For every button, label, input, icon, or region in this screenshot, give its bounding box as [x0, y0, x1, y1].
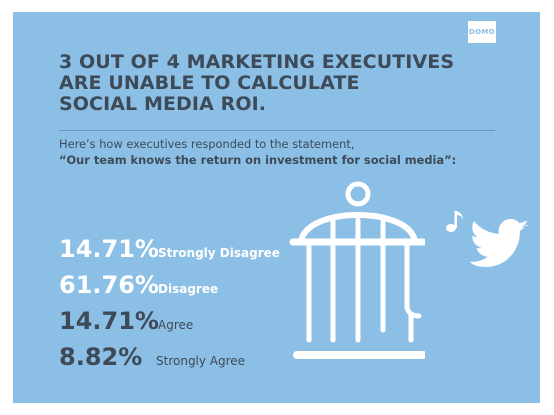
intro-text: Here’s how executives responded to the s…: [59, 136, 499, 168]
intro-line-1: Here’s how executives responded to the s…: [59, 137, 355, 151]
headline-line-3: SOCIAL MEDIA ROI.: [59, 93, 267, 115]
stat-label: Strongly Disagree: [158, 246, 280, 260]
infographic-panel: DOMO 3 OUT OF 4 MARKETING EXECUTIVES ARE…: [13, 12, 540, 403]
birdcage-icon: [289, 181, 425, 359]
twitter-bird-icon: [469, 219, 529, 267]
stat-row-strongly-agree: 8.82% Strongly Agree: [59, 340, 299, 376]
headline: 3 OUT OF 4 MARKETING EXECUTIVES ARE UNAB…: [59, 52, 489, 115]
divider-line: [59, 130, 495, 131]
intro-statement: “Our team knows the return on investment…: [59, 153, 457, 167]
stat-label: Agree: [158, 318, 194, 332]
headline-line-1: 3 OUT OF 4 MARKETING EXECUTIVES: [59, 51, 455, 73]
stat-label: Disagree: [158, 282, 219, 296]
stat-percent: 14.71%: [59, 307, 159, 335]
stat-percent: 8.82%: [59, 343, 143, 371]
stat-row-agree: 14.71% Agree: [59, 304, 299, 340]
domo-logo: DOMO: [468, 21, 496, 43]
stat-percent: 61.76%: [59, 271, 159, 299]
headline-line-2: ARE UNABLE TO CALCULATE: [59, 72, 360, 94]
response-stats: 14.71% Strongly Disagree 61.76% Disagree…: [59, 232, 299, 376]
stat-row-disagree: 61.76% Disagree: [59, 268, 299, 304]
stat-row-strongly-disagree: 14.71% Strongly Disagree: [59, 232, 299, 268]
stat-percent: 14.71%: [59, 235, 159, 263]
music-note-icon: [446, 211, 463, 232]
stat-label: Strongly Agree: [156, 354, 246, 368]
